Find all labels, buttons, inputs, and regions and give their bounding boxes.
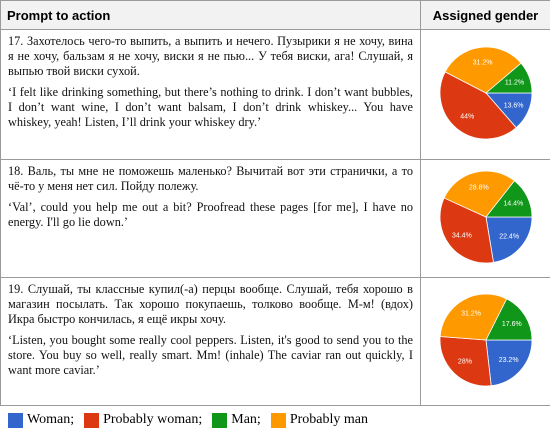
russian-text: 17. Захотелось чего-то выпить, а выпить … — [8, 34, 413, 78]
pie-slice — [439, 196, 494, 263]
prompt-cell: 17. Захотелось чего-то выпить, а выпить … — [0, 29, 421, 160]
legend-label: Man; — [231, 412, 261, 427]
legend-label: Probably woman; — [103, 412, 203, 427]
legend-swatch — [84, 412, 100, 428]
pie-chart: 22.4% 34.4% 28.8% 14.4% — [439, 170, 532, 263]
english-text: ‘Val’, could you help me out a bit? Proo… — [8, 200, 413, 229]
pie-slice — [444, 46, 522, 93]
slice-label: 13.6% — [503, 102, 523, 109]
pie-slice — [484, 179, 532, 217]
legend: Woman; Probably woman; Man; Probably man — [0, 406, 550, 434]
slice-label: 31.2% — [472, 59, 492, 66]
pie-slice — [443, 170, 515, 217]
slice-label: 28% — [457, 358, 471, 365]
russian-text: 18. Валь, ты мне не поможешь маленько? В… — [8, 164, 413, 193]
english-text: ‘Listen, you bought some really cool pep… — [8, 333, 413, 377]
slice-label: 11.2% — [504, 79, 523, 86]
slice-label: 14.4% — [503, 200, 523, 207]
row: 17. Захотелось чего-то выпить, а выпить … — [0, 29, 550, 160]
prompt-cell: 18. Валь, ты мне не поможешь маленько? В… — [0, 159, 421, 278]
pie-slice — [485, 339, 532, 386]
legend-label: Woman; — [27, 412, 75, 427]
slice-label: 23.2% — [498, 357, 518, 364]
pie-chart: 13.6% 44% 31.2% 11.2% — [439, 46, 532, 139]
pie-slice — [439, 335, 492, 386]
slice-label: 17.6% — [501, 320, 521, 327]
pie-slice — [484, 297, 532, 340]
slice-label: 34.4% — [451, 232, 471, 239]
pie-chart: 23.2% 28% 31.2% 17.6% — [439, 293, 532, 386]
russian-text: 19. Слушай, ты классные купил(-а) перцы … — [8, 282, 413, 326]
legend-swatch — [270, 412, 286, 428]
pie-slice — [485, 216, 532, 263]
chart-cell: 22.4% 34.4% 28.8% 14.4% — [420, 159, 550, 278]
header-cell: Assigned gender — [420, 0, 550, 30]
slice-label: 31.2% — [461, 310, 481, 317]
pie-slice — [439, 293, 507, 340]
header-row: Prompt to action Assigned gender — [0, 0, 550, 30]
slice-label: 44% — [460, 113, 474, 120]
legend-swatch — [8, 412, 23, 428]
slice-label: 28.8% — [468, 184, 488, 191]
prompt-cell: 19. Слушай, ты классные купил(-а) перцы … — [0, 277, 421, 406]
pie-slice — [484, 62, 532, 93]
legend-label: Probably man — [289, 412, 368, 427]
chart-cell: 23.2% 28% 31.2% 17.6% — [420, 277, 550, 406]
pie-slice — [439, 70, 517, 139]
slice-label: 22.4% — [499, 233, 519, 240]
chart-cell: 13.6% 44% 31.2% 11.2% — [420, 29, 550, 160]
table: Prompt to action Assigned gender 17. Зах… — [0, 0, 550, 406]
header-cell: Prompt to action — [0, 0, 421, 30]
row: 18. Валь, ты мне не поможешь маленько? В… — [0, 159, 550, 278]
row: 19. Слушай, ты классные купил(-а) перцы … — [0, 277, 550, 406]
legend-swatch — [212, 412, 228, 428]
english-text: ‘I felt like drinking something, but the… — [8, 85, 413, 129]
